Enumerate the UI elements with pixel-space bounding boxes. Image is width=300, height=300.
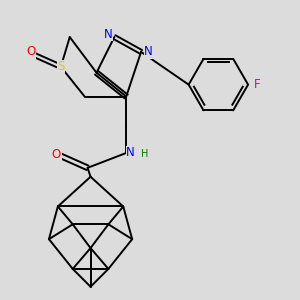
Text: O: O [26, 45, 36, 58]
Text: F: F [254, 78, 260, 91]
Text: N: N [104, 28, 113, 40]
Text: O: O [52, 148, 61, 161]
Text: H: H [141, 149, 148, 160]
Text: N: N [144, 45, 153, 58]
Text: S: S [57, 60, 64, 73]
Text: N: N [126, 146, 135, 160]
